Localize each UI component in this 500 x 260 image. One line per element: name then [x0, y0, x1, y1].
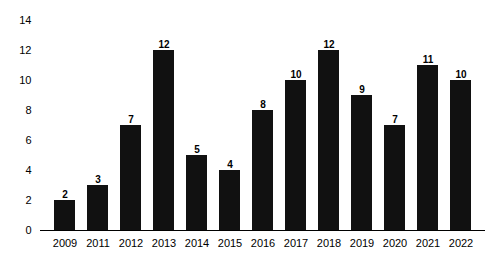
svg-text:5: 5 — [194, 144, 200, 155]
svg-text:2009: 2009 — [53, 237, 77, 249]
svg-text:0: 0 — [25, 224, 31, 236]
svg-text:4: 4 — [227, 159, 233, 170]
svg-text:11: 11 — [423, 54, 434, 65]
svg-text:2014: 2014 — [185, 237, 209, 249]
svg-text:2013: 2013 — [152, 237, 176, 249]
svg-text:7: 7 — [392, 114, 398, 125]
svg-text:2022: 2022 — [449, 237, 473, 249]
svg-text:2011: 2011 — [86, 237, 110, 249]
svg-text:12: 12 — [19, 44, 31, 56]
svg-text:2: 2 — [25, 194, 31, 206]
svg-text:2021: 2021 — [416, 237, 440, 249]
svg-text:12: 12 — [158, 39, 170, 50]
svg-text:7: 7 — [128, 114, 134, 125]
svg-text:2016: 2016 — [251, 237, 275, 249]
svg-text:10: 10 — [19, 74, 31, 86]
svg-text:2019: 2019 — [350, 237, 374, 249]
svg-text:9: 9 — [359, 84, 365, 95]
svg-text:14: 14 — [19, 14, 31, 26]
svg-text:10: 10 — [455, 69, 467, 80]
svg-text:4: 4 — [25, 164, 31, 176]
svg-text:2020: 2020 — [383, 237, 407, 249]
svg-text:8: 8 — [25, 104, 31, 116]
svg-text:2012: 2012 — [119, 237, 143, 249]
svg-text:2018: 2018 — [317, 237, 341, 249]
svg-text:6: 6 — [25, 134, 31, 146]
svg-text:8: 8 — [260, 99, 266, 110]
svg-text:3: 3 — [95, 174, 101, 185]
svg-text:12: 12 — [323, 39, 335, 50]
svg-text:2017: 2017 — [284, 237, 308, 249]
svg-text:2: 2 — [62, 189, 68, 200]
svg-text:10: 10 — [290, 69, 302, 80]
svg-text:2015: 2015 — [218, 237, 242, 249]
